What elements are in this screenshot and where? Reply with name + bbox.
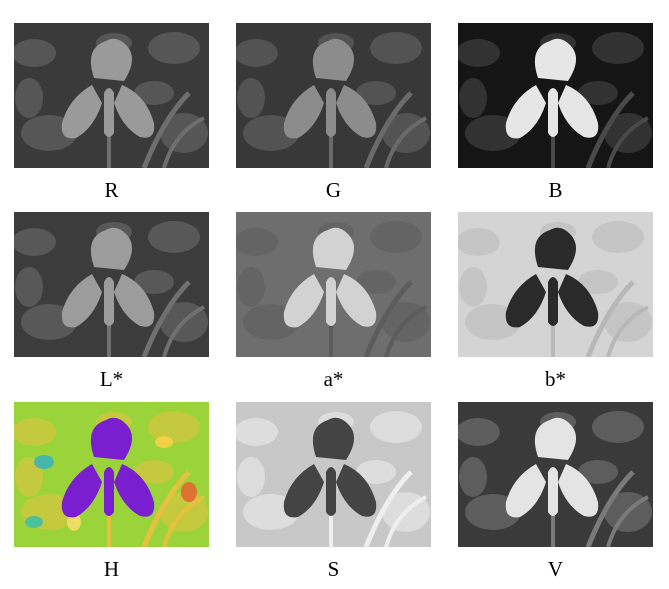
caption-s: S [327,557,340,581]
iris-photo [236,402,431,547]
caption-b: B [548,178,563,202]
iris-photo [458,212,653,357]
caption-h: H [103,557,120,581]
iris-photo [14,402,209,547]
channel-image-s [236,402,431,547]
channel-image-l-star [14,212,209,357]
iris-photo [458,402,653,547]
iris-photo [236,212,431,357]
caption-l-star: L* [99,367,124,391]
iris-photo [14,23,209,168]
channel-image-b-star [458,212,653,357]
caption-g: G [325,178,342,202]
iris-photo [458,23,653,168]
channel-image-v [458,402,653,547]
caption-a-star: a* [323,367,344,391]
iris-photo [236,23,431,168]
caption-b-star: b* [545,367,566,391]
caption-v: V [547,557,564,581]
channel-image-b [458,23,653,168]
caption-r: R [104,178,119,202]
channel-image-r [14,23,209,168]
channel-image-g [236,23,431,168]
channel-image-a-star [236,212,431,357]
channel-image-h [14,402,209,547]
iris-photo [14,212,209,357]
